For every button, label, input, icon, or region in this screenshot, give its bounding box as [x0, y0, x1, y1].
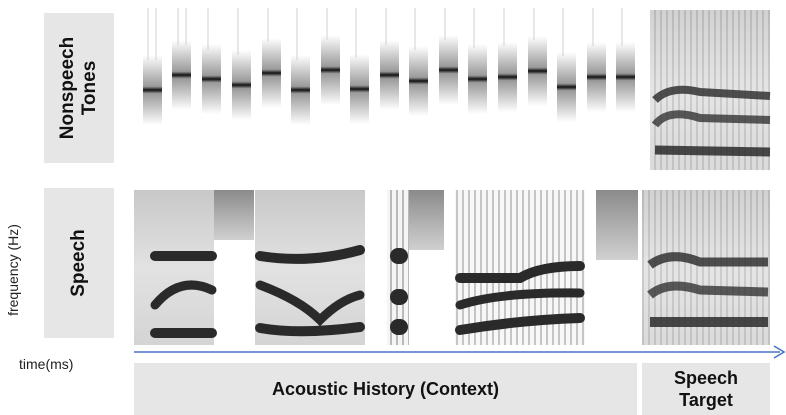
- speech-target-label: Speech Target: [642, 363, 770, 415]
- nonspeech-tones: [142, 8, 635, 128]
- tone-bars: [143, 35, 635, 125]
- speech-spectrogram: [134, 190, 638, 345]
- target-spectrogram-top: [650, 10, 771, 170]
- acoustic-history-label: Acoustic History (Context): [134, 363, 637, 415]
- time-arrow-icon: [134, 345, 786, 359]
- time-axis-label: time(ms): [19, 356, 74, 372]
- speech-label-box: Speech: [44, 188, 114, 338]
- nonspeech-label-box: Nonspeech Tones: [44, 13, 114, 163]
- target-spectrogram-bottom: [642, 190, 770, 345]
